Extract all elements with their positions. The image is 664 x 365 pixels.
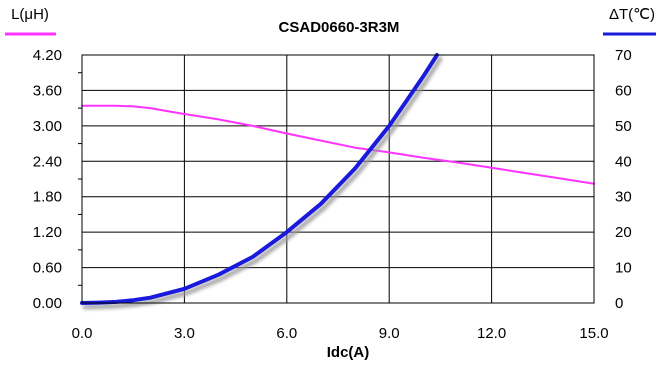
y-right-tick-label: 10 (615, 260, 632, 277)
x-tick-label: 0.0 (72, 325, 93, 342)
y-right-tick-label: 50 (615, 118, 632, 135)
plot-area (78, 53, 595, 310)
y-right-tick-label: 20 (615, 224, 632, 241)
temperature-line-shadow (82, 56, 443, 310)
y-right-tick-label: 0 (615, 295, 623, 312)
tick-labels: 0.00 0.60 1.20 1.80 2.40 3.00 3.60 4.20 0 10 20 30 4… (33, 47, 632, 342)
y-left-tick-label: 0.60 (33, 260, 62, 277)
x-tick-label: 9.0 (379, 325, 400, 342)
x-tick-label: 6.0 (276, 325, 297, 342)
plot-frame (81, 54, 595, 304)
temperature-rise-line (80, 53, 439, 305)
x-tick-label: 12.0 (477, 325, 506, 342)
y-right-axis-label: ΔT(℃) (609, 6, 655, 23)
y-left-tick-label: 3.00 (33, 118, 62, 135)
y-right-tick-label: 30 (615, 189, 632, 206)
y-left-tick-label: 4.20 (33, 47, 62, 64)
y-left-tick-label: 1.20 (33, 224, 62, 241)
inductance-line (81, 104, 595, 185)
y-right-tick-label: 40 (615, 153, 632, 170)
series-layer (80, 53, 595, 310)
y-left-axis-label: L(μH) (11, 6, 49, 23)
y-right-tick-label: 60 (615, 82, 632, 99)
y-left-tick-label: 2.40 (33, 153, 62, 170)
y-left-tick-label: 1.80 (33, 189, 62, 206)
y-left-tick-label: 3.60 (33, 82, 62, 99)
x-axis-label: Idc(A) (327, 344, 370, 361)
y-right-tick-label: 70 (615, 47, 632, 64)
y-left-tick-label: 0.00 (33, 295, 62, 312)
chart-title: CSAD0660-3R3M (279, 19, 400, 36)
x-tick-label: 3.0 (174, 325, 195, 342)
x-tick-label: 15.0 (579, 325, 608, 342)
grid (78, 55, 594, 303)
